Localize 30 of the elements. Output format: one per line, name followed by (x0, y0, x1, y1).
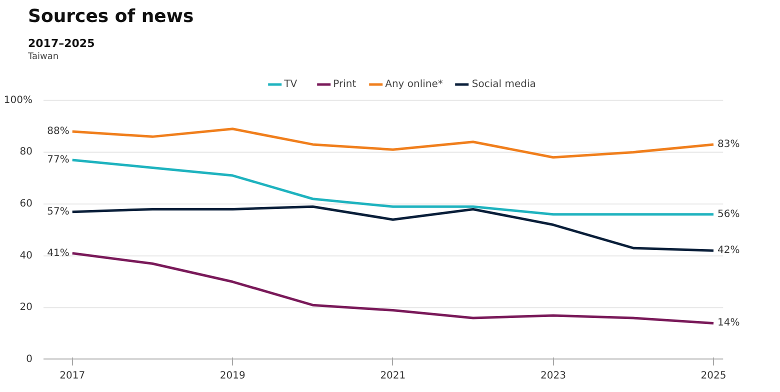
data-label: 41% (47, 248, 70, 260)
y-tick-label: 0 (26, 354, 33, 366)
data-label: 56% (718, 209, 740, 220)
chart-subtitle: 2017–2025 (28, 36, 95, 52)
x-tick-label: 2019 (220, 370, 246, 382)
data-label: 42% (718, 245, 740, 256)
y-tick-label: 20 (20, 302, 33, 314)
y-tick-label: 100% (4, 95, 33, 106)
y-tick-label: 80 (20, 146, 33, 158)
data-label: 77% (47, 154, 70, 166)
data-label: 14% (718, 318, 740, 329)
legend-label: Any online* (385, 78, 443, 90)
line-series (71, 159, 715, 216)
x-tick-label: 2017 (60, 370, 86, 382)
line-series (71, 252, 715, 325)
y-tick-label: 40 (20, 250, 33, 262)
data-label: 83% (718, 139, 740, 150)
line-series (71, 206, 715, 252)
y-tick-label: 60 (20, 198, 33, 210)
line-series (71, 128, 715, 159)
data-label: 88% (47, 126, 70, 138)
data-label: 57% (47, 206, 70, 218)
legend-label: Print (333, 78, 356, 90)
x-tick-label: 2021 (380, 370, 406, 382)
text: Taiwan (28, 51, 59, 64)
chart-title: Sources of news (28, 5, 194, 29)
legend-label: Social media (472, 78, 536, 90)
x-tick-label: 2023 (540, 370, 566, 382)
x-tick-label: 2025 (700, 370, 726, 382)
legend-label: TV (284, 78, 298, 90)
